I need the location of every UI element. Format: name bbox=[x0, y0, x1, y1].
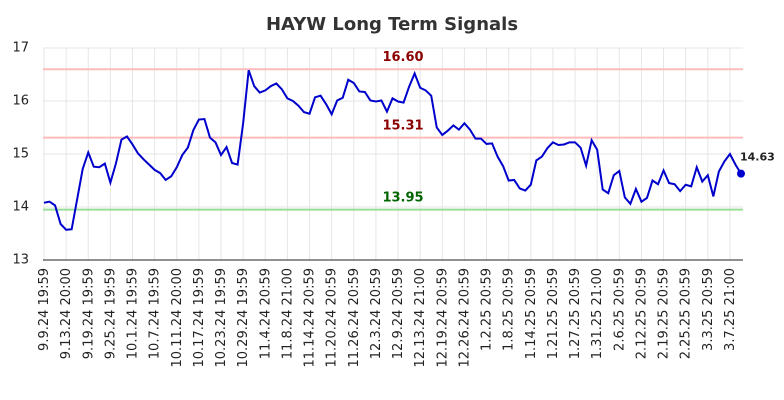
x-tick-label: 11.4.24 20:59 bbox=[258, 268, 273, 359]
x-tick-label: 11.14.24 20:59 bbox=[303, 268, 318, 368]
chart-title: HAYW Long Term Signals bbox=[266, 14, 518, 35]
x-tick-label: 3.7.25 21:00 bbox=[723, 268, 738, 351]
x-tick-label: 2.19.25 20:59 bbox=[657, 268, 672, 359]
x-tick-label: 12.19.24 20:59 bbox=[435, 268, 450, 368]
x-tick-label: 1.27.25 20:59 bbox=[568, 268, 583, 359]
y-tick-label: 14 bbox=[12, 200, 29, 215]
x-tick-label: 10.23.24 19:59 bbox=[214, 268, 229, 368]
x-tick-label: 9.25.24 19:59 bbox=[103, 268, 118, 359]
x-tick-label: 12.13.24 21:00 bbox=[413, 268, 428, 368]
x-tick-label: 1.2.25 20:59 bbox=[480, 268, 495, 351]
reference-label: 16.60 bbox=[382, 50, 423, 65]
y-tick-label: 13 bbox=[12, 253, 29, 268]
x-tick-label: 2.12.25 20:59 bbox=[634, 268, 649, 359]
x-tick-label: 9.9.24 19:59 bbox=[37, 268, 52, 351]
reference-label: 15.31 bbox=[382, 119, 423, 134]
x-tick-label: 10.7.24 19:59 bbox=[148, 268, 163, 359]
x-tick-label: 10.29.24 19:59 bbox=[236, 268, 251, 368]
x-tick-label: 9.13.24 20:00 bbox=[59, 268, 74, 359]
x-tick-label: 1.8.25 20:59 bbox=[502, 268, 517, 351]
y-tick-label: 15 bbox=[12, 147, 29, 162]
x-tick-label: 12.3.24 20:59 bbox=[369, 268, 384, 359]
x-tick-label: 11.26.24 20:59 bbox=[347, 268, 362, 368]
reference-label: 13.95 bbox=[382, 191, 423, 206]
line bbox=[43, 69, 742, 231]
x-tick-label: 1.14.25 20:59 bbox=[524, 268, 539, 359]
x-tick-label: 1.21.25 20:59 bbox=[546, 268, 561, 359]
x-tick-label: 11.8.24 21:00 bbox=[280, 268, 295, 359]
last-value-label: 14.63 bbox=[740, 151, 775, 164]
x-tick-label: 2.25.25 20:59 bbox=[679, 268, 694, 359]
x-tick-label: 11.20.24 20:59 bbox=[325, 268, 340, 368]
x-tick-label: 12.26.24 20:59 bbox=[457, 268, 472, 368]
x-tick-label: 10.17.24 19:59 bbox=[192, 268, 207, 368]
x-tick-label: 12.9.24 20:59 bbox=[391, 268, 406, 359]
y-tick-label: 17 bbox=[12, 41, 29, 56]
x-tick-label: 1.31.25 21:00 bbox=[590, 268, 605, 359]
y-tick-label: 16 bbox=[12, 94, 29, 109]
x-tick-label: 10.11.24 20:00 bbox=[170, 268, 185, 368]
x-tick-label: 10.1.24 19:59 bbox=[126, 268, 141, 359]
x-tick-label: 3.3.25 20:59 bbox=[701, 268, 716, 351]
x-tick-label: 2.6.25 20:59 bbox=[612, 268, 627, 351]
x-tick-label: 9.19.24 19:59 bbox=[81, 268, 96, 359]
last-point bbox=[737, 169, 745, 178]
